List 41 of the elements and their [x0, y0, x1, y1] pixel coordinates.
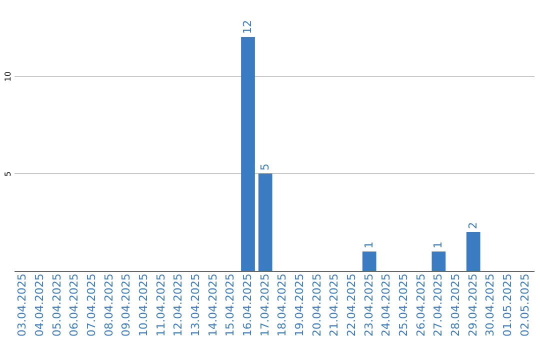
data-label: 2: [466, 222, 480, 229]
x-tick-label: 05.04.2025: [50, 274, 64, 336]
data-label: 12: [241, 20, 254, 34]
x-tick-label: 27.04.2025: [432, 274, 445, 336]
x-tick-label: 15.04.2025: [224, 274, 237, 336]
x-tick-label: 07.04.2025: [85, 274, 98, 336]
bar: [432, 252, 446, 271]
y-tick-label: 10: [4, 71, 12, 82]
x-tick-label: 14.04.2025: [206, 274, 220, 336]
x-tick-label: 20.04.2025: [310, 274, 324, 336]
x-tick-label: 29.04.2025: [466, 274, 480, 336]
x-tick-label: 24.04.2025: [380, 274, 393, 336]
x-tick-label: 08.04.2025: [102, 274, 116, 336]
x-tick-label: 03.04.2025: [16, 274, 29, 336]
x-tick-label: 10.04.2025: [137, 274, 150, 336]
x-tick-label: 25.04.2025: [397, 274, 410, 336]
x-tick-label: 12.04.2025: [172, 274, 185, 336]
x-tick-label: 06.04.2025: [68, 274, 81, 336]
x-tick-label: 16.04.2025: [241, 274, 254, 336]
bar: [362, 252, 376, 271]
x-tick-label: 11.04.2025: [154, 274, 168, 336]
bar: [466, 232, 480, 271]
data-label: 5: [258, 164, 272, 170]
x-tick-label: 04.04.2025: [33, 274, 46, 336]
x-tick-label: 01.05.2025: [501, 274, 514, 336]
x-tick-label: 09.04.2025: [120, 274, 133, 336]
x-tick-label: 22.04.2025: [345, 274, 358, 336]
data-label: 1: [362, 242, 376, 248]
x-tick-label: 23.04.2025: [362, 274, 376, 336]
data-label: 1: [432, 242, 445, 248]
bar: [258, 174, 272, 271]
x-tick-label: 19.04.2025: [293, 274, 306, 336]
x-tick-label: 30.04.2025: [484, 274, 497, 336]
x-tick-label: 26.04.2025: [414, 274, 428, 336]
x-tick-label: 18.04.2025: [276, 274, 289, 336]
x-tick-label: 13.04.2025: [189, 274, 202, 336]
x-tick-label: 28.04.2025: [449, 274, 462, 336]
x-tick-label: 21.04.2025: [328, 274, 341, 336]
x-tick-label: 02.05.2025: [518, 274, 532, 336]
bar: [241, 37, 255, 271]
x-tick-label: 17.04.2025: [258, 274, 272, 336]
